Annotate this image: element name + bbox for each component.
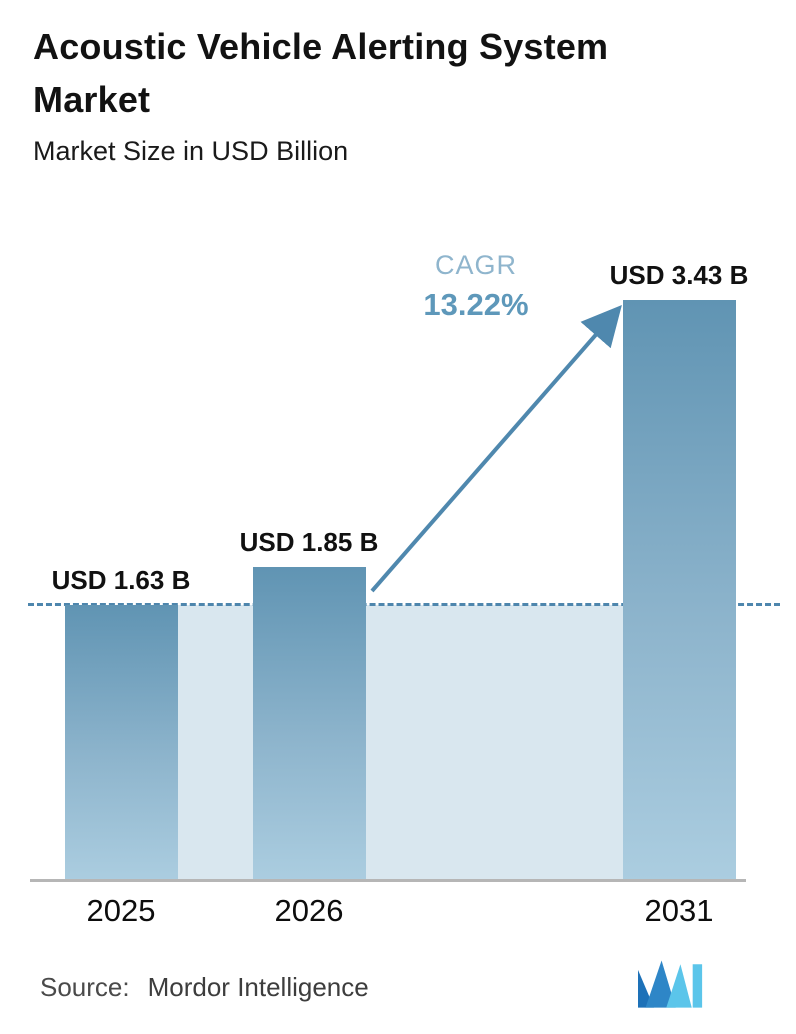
bar-2026 — [253, 567, 366, 880]
bar-value-label-2025: USD 1.63 B — [51, 565, 191, 595]
bar-2031 — [623, 300, 736, 880]
source-value: Mordor Intelligence — [147, 972, 369, 1002]
source-label: Source: — [40, 972, 130, 1002]
bar-2025 — [65, 605, 178, 880]
page-title: Acoustic Vehicle Alerting System Market — [33, 20, 753, 126]
cagr-value: 13.22% — [423, 287, 529, 322]
bar-value-label-2031: USD 3.43 B — [609, 260, 749, 290]
title-line-1: Acoustic Vehicle Alerting System — [33, 26, 609, 67]
cagr-label: CAGR — [434, 250, 517, 280]
x-axis-line — [30, 879, 746, 882]
chart-subtitle: Market Size in USD Billion — [33, 136, 349, 166]
cagr-annotation: CAGR 13.22% — [397, 250, 555, 323]
mordor-intelligence-logo — [638, 960, 703, 1008]
title-line-2: Market — [33, 79, 151, 120]
bar-value-label-2026: USD 1.85 B — [239, 527, 379, 557]
x-tick-2026: 2026 — [274, 893, 344, 928]
x-tick-2025: 2025 — [86, 893, 156, 928]
source-row: Source: Mordor Intelligence — [40, 972, 756, 1003]
baseline-dashed-line — [28, 603, 780, 606]
x-tick-2031: 2031 — [644, 893, 714, 928]
baseline-shaded-band — [178, 605, 623, 880]
